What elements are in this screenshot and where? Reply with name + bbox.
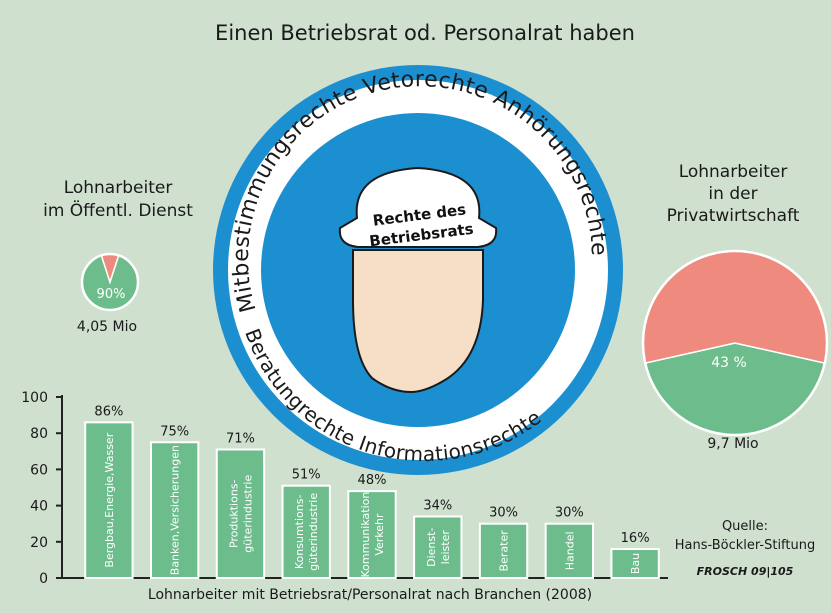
public-sector-pie bbox=[80, 252, 140, 312]
bar bbox=[281, 484, 331, 579]
bar-category-label: Berater bbox=[498, 530, 511, 572]
bar bbox=[215, 448, 266, 579]
bar-category-label: Dienst- bbox=[425, 528, 438, 567]
bar bbox=[347, 490, 397, 579]
y-tick-label: 20 bbox=[30, 535, 48, 551]
y-tick-label: 100 bbox=[21, 390, 48, 406]
bar-value-label: 86% bbox=[94, 404, 123, 419]
bar bbox=[84, 421, 134, 579]
bar bbox=[544, 522, 595, 580]
public-pie-title-line1: Lohnarbeiter bbox=[64, 178, 173, 198]
bar-category-label: Konsumtions- bbox=[293, 495, 306, 570]
private-pie-title-line1: Lohnarbeiter bbox=[679, 162, 788, 182]
bar-value-label: 75% bbox=[160, 424, 189, 439]
bar-value-label: 51% bbox=[292, 468, 321, 483]
y-tick-label: 80 bbox=[30, 426, 48, 442]
y-tick-label: 40 bbox=[30, 499, 48, 515]
bar bbox=[413, 515, 463, 580]
bar-value-label: 30% bbox=[555, 506, 584, 521]
bar-category-label: Kommunikation bbox=[359, 492, 372, 578]
source-name: Hans-Böckler-Stiftung bbox=[675, 538, 815, 553]
bar bbox=[478, 522, 529, 580]
bar-value-label: 71% bbox=[226, 431, 255, 446]
branch-bar-chart: 0 20 40 60 80 100 86% Bergbau,Energie,Wasser 75%… bbox=[21, 390, 668, 587]
source-label: Quelle: bbox=[722, 519, 768, 534]
bar-category-label: Bergbau,Energie,Wasser bbox=[103, 432, 116, 567]
main-title: Einen Betriebsrat od. Personalrat haben bbox=[215, 21, 635, 45]
artist-credit: FROSCH 09|105 bbox=[697, 565, 794, 578]
bar-value-label: 30% bbox=[489, 506, 518, 521]
bar-category-label: Verkehr bbox=[373, 513, 386, 556]
y-tick-label: 0 bbox=[39, 571, 48, 587]
bar-category-label: Banken,Versicherungen bbox=[169, 445, 182, 575]
face-icon bbox=[352, 249, 484, 394]
public-pie-value-label: 90% bbox=[97, 287, 126, 302]
public-pie-total-label: 4,05 Mio bbox=[77, 319, 137, 335]
pie-outline bbox=[80, 252, 140, 312]
bar-value-label: 48% bbox=[358, 473, 387, 488]
y-tick-label: 60 bbox=[30, 462, 48, 478]
bar bbox=[610, 548, 660, 579]
bar-value-label: 34% bbox=[423, 498, 452, 513]
bar bbox=[149, 441, 200, 579]
head-with-helmet-icon: Rechte des Betriebsrats bbox=[338, 166, 498, 394]
bar-category-label: Produktions- bbox=[227, 479, 240, 548]
bar-category-label: leister bbox=[439, 530, 452, 565]
helmet-icon bbox=[338, 166, 498, 248]
bar-category-label: güterindustrie bbox=[241, 475, 254, 553]
private-pie-value-label: 43 % bbox=[711, 355, 747, 371]
bar-value-label: 16% bbox=[621, 531, 650, 546]
bar-category-label: Handel bbox=[563, 531, 576, 570]
public-pie-title-line2: im Öffentl. Dienst bbox=[43, 199, 193, 221]
bar-category-label: Bau bbox=[629, 553, 642, 574]
bar-category-label: güterindustrie bbox=[307, 493, 320, 571]
pie-outline bbox=[641, 249, 829, 437]
private-pie-title-line3: Privatwirtschaft bbox=[667, 206, 800, 226]
bar-chart-caption: Lohnarbeiter mit Betriebsrat/Personalrat… bbox=[148, 587, 592, 603]
private-sector-pie bbox=[641, 249, 829, 437]
private-pie-title-line2: in der bbox=[708, 184, 757, 204]
private-pie-total-label: 9,7 Mio bbox=[707, 436, 758, 452]
